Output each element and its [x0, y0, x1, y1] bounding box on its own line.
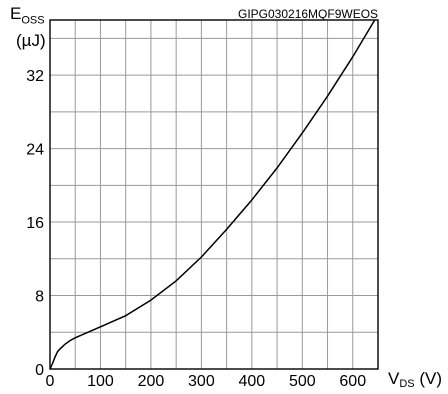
x-tick-label: 300 — [188, 373, 215, 390]
x-tick-label: 600 — [339, 373, 366, 390]
figure-code-label: GIPG030216MQF9WEOS — [238, 7, 379, 21]
plot-area-frame — [49, 19, 379, 370]
y-tick-label: 8 — [35, 289, 44, 306]
x-tick-label: 400 — [238, 373, 265, 390]
y-axis-label: EOSS — [10, 4, 45, 27]
y-tick-label: 16 — [26, 215, 44, 232]
y-tick-label: 0 — [35, 362, 44, 379]
x-tick-label: 200 — [138, 373, 165, 390]
y-axis-label-subscript: OSS — [21, 14, 45, 27]
x-tick-label: 100 — [87, 373, 114, 390]
y-tick-label: 32 — [26, 68, 44, 85]
x-tick-label: 0 — [46, 373, 55, 390]
y-tick-label: 24 — [26, 142, 44, 159]
x-axis-unit: (V) — [414, 369, 443, 388]
x-axis-label-subscript: DS — [399, 378, 415, 390]
x-axis-label: VDS (V) — [388, 369, 443, 390]
y-axis-unit: (µJ) — [16, 31, 46, 50]
x-tick-label: 500 — [289, 373, 316, 390]
eoss-curve — [50, 20, 376, 369]
